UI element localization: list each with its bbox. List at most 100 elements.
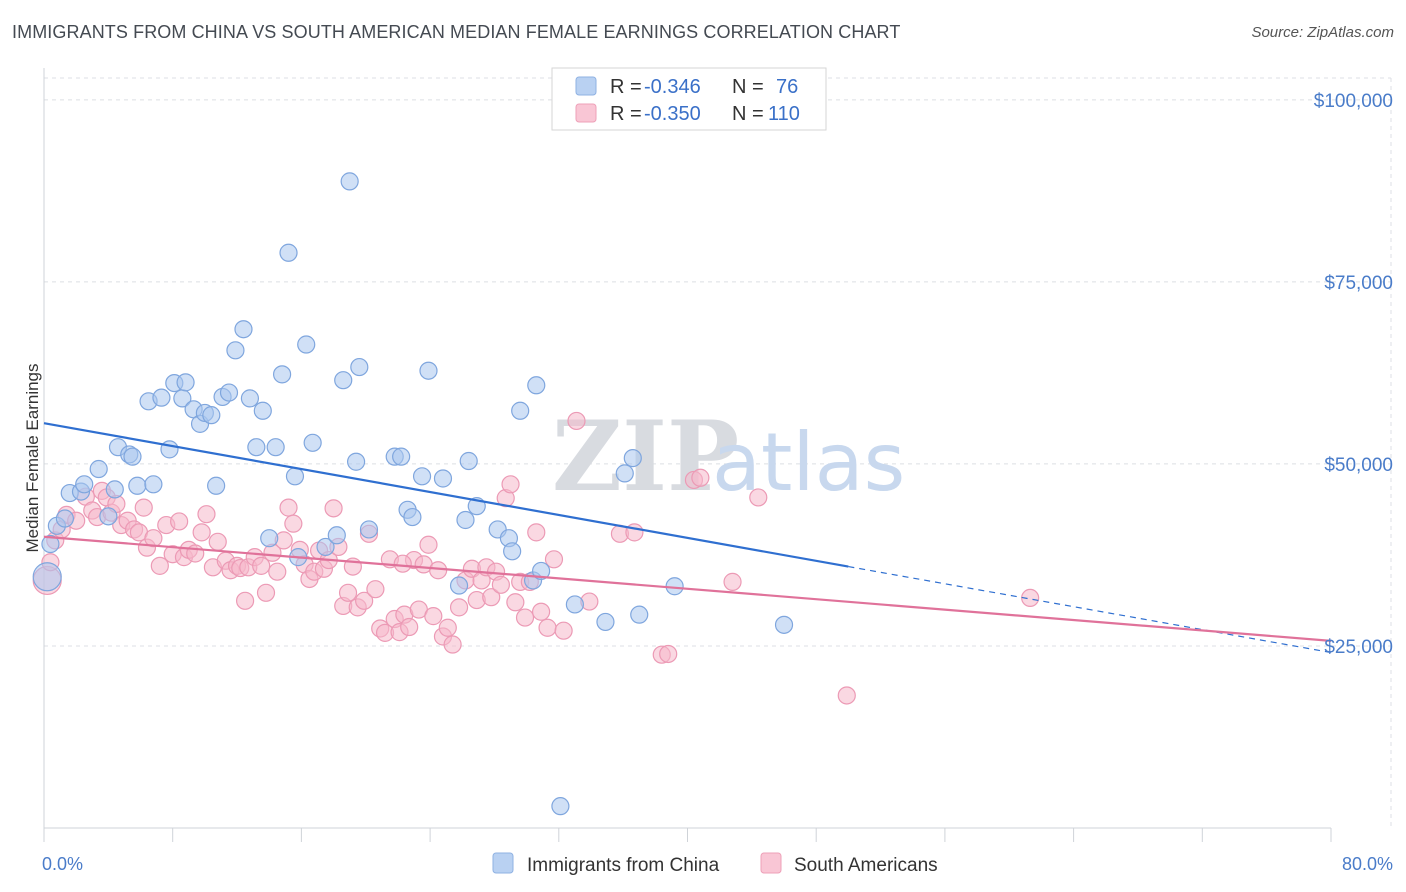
south-point-30	[208, 532, 227, 551]
china-point-46	[350, 357, 369, 377]
south-point-73	[429, 561, 448, 580]
china-point-1	[41, 534, 60, 554]
china-point-12	[123, 447, 142, 466]
south-point-55	[338, 583, 358, 602]
china-point-16	[152, 388, 171, 407]
china-point-47	[359, 520, 379, 539]
south-point-20	[150, 556, 169, 575]
china-point-39	[297, 335, 316, 354]
south-point-35	[235, 591, 255, 610]
legend-south-n-label: N =	[732, 103, 764, 125]
china-point-3	[55, 509, 75, 528]
south-point-39	[256, 583, 276, 602]
south-point-106	[749, 488, 768, 507]
y-tick-label-0: $25,000	[1324, 637, 1393, 658]
south-point-96	[554, 621, 573, 640]
china-point-35	[272, 365, 292, 384]
south-point-107	[837, 686, 856, 705]
south-trend-line	[43, 535, 1332, 642]
china-point-8	[99, 507, 118, 526]
legend-south-r-value: -0.350	[644, 103, 701, 125]
bottom-legend-south-swatch	[760, 852, 782, 874]
legend-china-n-label: N =	[732, 76, 764, 98]
china-point-34	[266, 438, 285, 457]
south-point-71	[419, 535, 438, 554]
south-point-28	[197, 505, 216, 524]
chart-source: Source: ZipAtlas.com	[1251, 24, 1394, 41]
china-point-56	[456, 510, 475, 530]
china-point-68	[596, 612, 615, 632]
axes	[43, 68, 1332, 842]
china-point-25	[207, 476, 226, 495]
y-tick-label-1: $50,000	[1324, 455, 1393, 476]
china-point-27	[219, 383, 239, 402]
south-point-83	[482, 588, 501, 607]
china-point-67	[565, 595, 584, 614]
china-point-29	[234, 320, 253, 339]
china-point-7	[89, 459, 108, 479]
china-point-49	[392, 447, 411, 466]
china-point-45	[346, 452, 366, 471]
south-point-88	[506, 593, 525, 612]
legend-china-swatch	[575, 76, 597, 96]
x-tick-labels: 0.0% 80.0%	[42, 854, 1393, 874]
legend-china-r-value: -0.346	[644, 76, 701, 98]
china-point-24	[202, 406, 221, 425]
south-point-93	[532, 602, 551, 621]
legend-south-n-value: 110	[768, 103, 800, 125]
south-point-109	[393, 554, 412, 573]
south-point-38	[252, 556, 271, 575]
south-point-75	[438, 618, 457, 637]
legend: R = -0.346 N = 76 R = -0.350 N = 110	[551, 67, 827, 131]
china-trend-line	[43, 422, 849, 568]
south-point-94	[538, 618, 557, 637]
south-point-43	[279, 498, 298, 517]
y-tick-labels: $25,000 $50,000 $75,000 $100,000	[1314, 91, 1393, 658]
china-point-36	[279, 243, 298, 262]
china-point-31	[247, 438, 266, 457]
y-axis-label: Median Female Earnings	[23, 364, 42, 553]
china-point-55	[449, 576, 469, 595]
china-trend-extension	[848, 566, 1332, 654]
bottom-legend-south-label: South Americans	[794, 855, 938, 876]
china-point-52	[412, 467, 432, 486]
south-point-87	[501, 475, 520, 494]
south-point-72	[424, 607, 443, 626]
china-point-32	[253, 401, 272, 420]
south-point-17	[134, 498, 153, 517]
south-point-52	[324, 499, 343, 518]
chart-title: IMMIGRANTS FROM CHINA VS SOUTH AMERICAN …	[12, 22, 901, 42]
south-point-90	[515, 608, 535, 627]
china-point-37	[285, 467, 305, 486]
china-point-65	[532, 561, 551, 581]
china-point-41	[316, 537, 335, 557]
south-point-104	[691, 468, 710, 487]
china-point-66	[551, 797, 570, 816]
china-point-20	[176, 373, 195, 392]
south-point-102	[659, 644, 678, 664]
legend-china-n-value: 76	[776, 76, 798, 98]
south-point-105	[723, 572, 742, 591]
china-point-64	[527, 376, 546, 395]
legend-south-r-label: R =	[610, 103, 642, 125]
china-point-42	[327, 526, 346, 545]
china-point-13	[128, 476, 147, 495]
watermark-atlas: atlas	[712, 416, 905, 509]
south-point-23	[170, 512, 189, 531]
x-tick-label-0: 0.0%	[42, 854, 83, 874]
watermark: ZIP atlas	[552, 400, 905, 513]
trend-lines	[43, 422, 1332, 654]
china-point-57	[459, 451, 478, 471]
china-point-61	[503, 542, 522, 561]
south-point-27	[192, 523, 211, 542]
china-point-40	[303, 433, 322, 452]
china-point-71	[630, 605, 649, 624]
china-point-54	[433, 469, 453, 488]
south-point-95	[544, 550, 564, 569]
south-point-19	[144, 529, 163, 548]
china-points	[32, 172, 794, 816]
south-point-60	[366, 580, 385, 599]
y-tick-label-3: $100,000	[1314, 91, 1393, 112]
south-point-97	[567, 411, 586, 431]
